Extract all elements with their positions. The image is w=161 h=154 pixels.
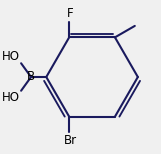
Text: HO: HO [2, 49, 20, 63]
Text: Br: Br [64, 134, 77, 147]
Text: F: F [67, 7, 73, 20]
Text: B: B [27, 71, 35, 83]
Text: HO: HO [2, 91, 20, 105]
